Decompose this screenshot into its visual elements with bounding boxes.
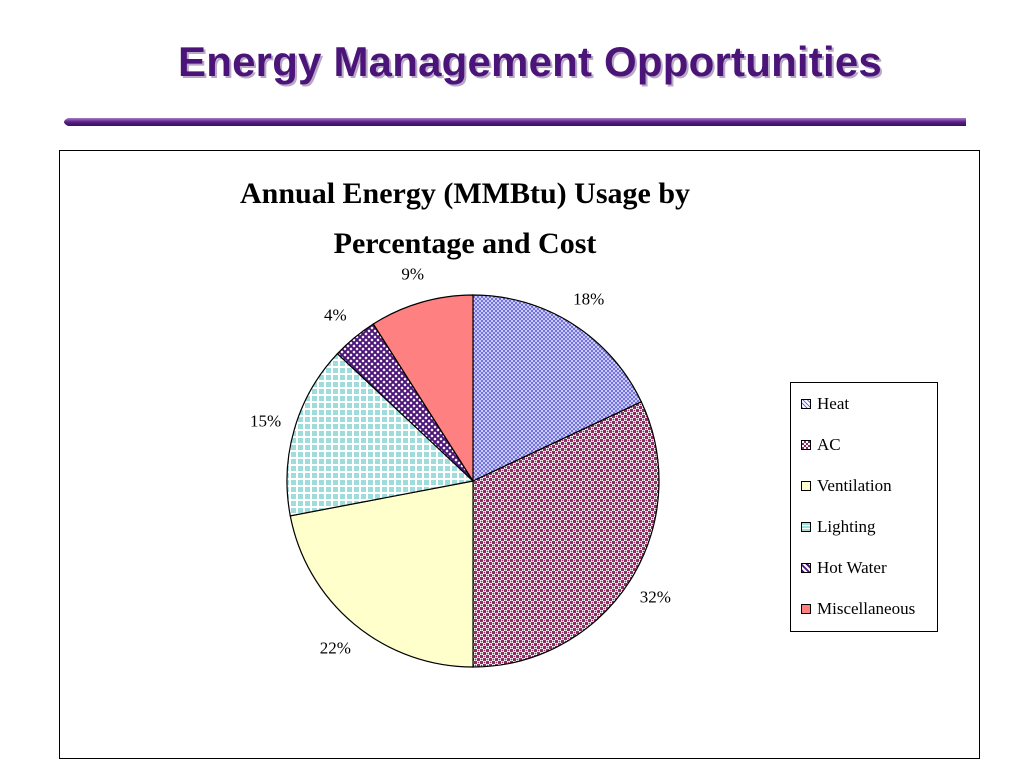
legend-item-lighting: Lighting [801, 516, 876, 538]
title-underline [64, 118, 966, 126]
pie-chart: 18% 32% 22% 15% 4% 9% [250, 265, 671, 668]
slide-title: Energy Management Opportunities [178, 38, 882, 85]
legend-label: Hot Water [817, 558, 887, 577]
legend-swatch [801, 604, 811, 614]
pie-slice-miscellaneous [372, 294, 474, 484]
legend-swatch [801, 440, 811, 450]
slice-label-heat: 18% [573, 290, 604, 309]
legend-label: Ventilation [817, 476, 892, 495]
chart-legend: Heat AC Ventilation Lighting Hot Water Miscel… [790, 382, 938, 632]
legend-swatch [801, 481, 811, 491]
chart-title-line-1: Annual Energy (MMBtu) Usage by [239, 177, 690, 210]
legend-item-heat: Heat [801, 393, 849, 415]
pie-slice-ventilation [289, 480, 474, 668]
slice-label-ventilation: 22% [320, 638, 351, 657]
legend-label: Miscellaneous [817, 599, 916, 618]
slice-label-lighting: 15% [250, 412, 281, 431]
legend-label: Heat [817, 394, 850, 413]
legend-item-miscellaneous: Miscellaneous [801, 598, 915, 620]
legend-item-ac: AC [801, 434, 841, 456]
chart-area: Annual Energy (MMBtu) Usage by Percentag… [59, 150, 980, 759]
slice-label-hot-water: 4% [324, 306, 347, 325]
legend-item-hot-water: Hot Water [801, 557, 887, 579]
legend-item-ventilation: Ventilation [801, 475, 892, 497]
pie-slice-lighting [286, 352, 475, 517]
legend-swatch [801, 563, 811, 573]
slice-label-miscellaneous: 9% [401, 265, 424, 284]
pie-slice-ac [472, 401, 660, 668]
legend-swatch [801, 399, 811, 409]
chart-title-line-2: Percentage and Cost [333, 227, 597, 260]
chart-title: Annual Energy (MMBtu) Usage by Percentag… [165, 169, 765, 269]
legend-swatch [801, 522, 811, 532]
legend-label: AC [817, 435, 841, 454]
pie-slice-heat [472, 294, 643, 482]
slice-label-ac: 32% [640, 588, 671, 607]
legend-label: Lighting [817, 517, 876, 536]
